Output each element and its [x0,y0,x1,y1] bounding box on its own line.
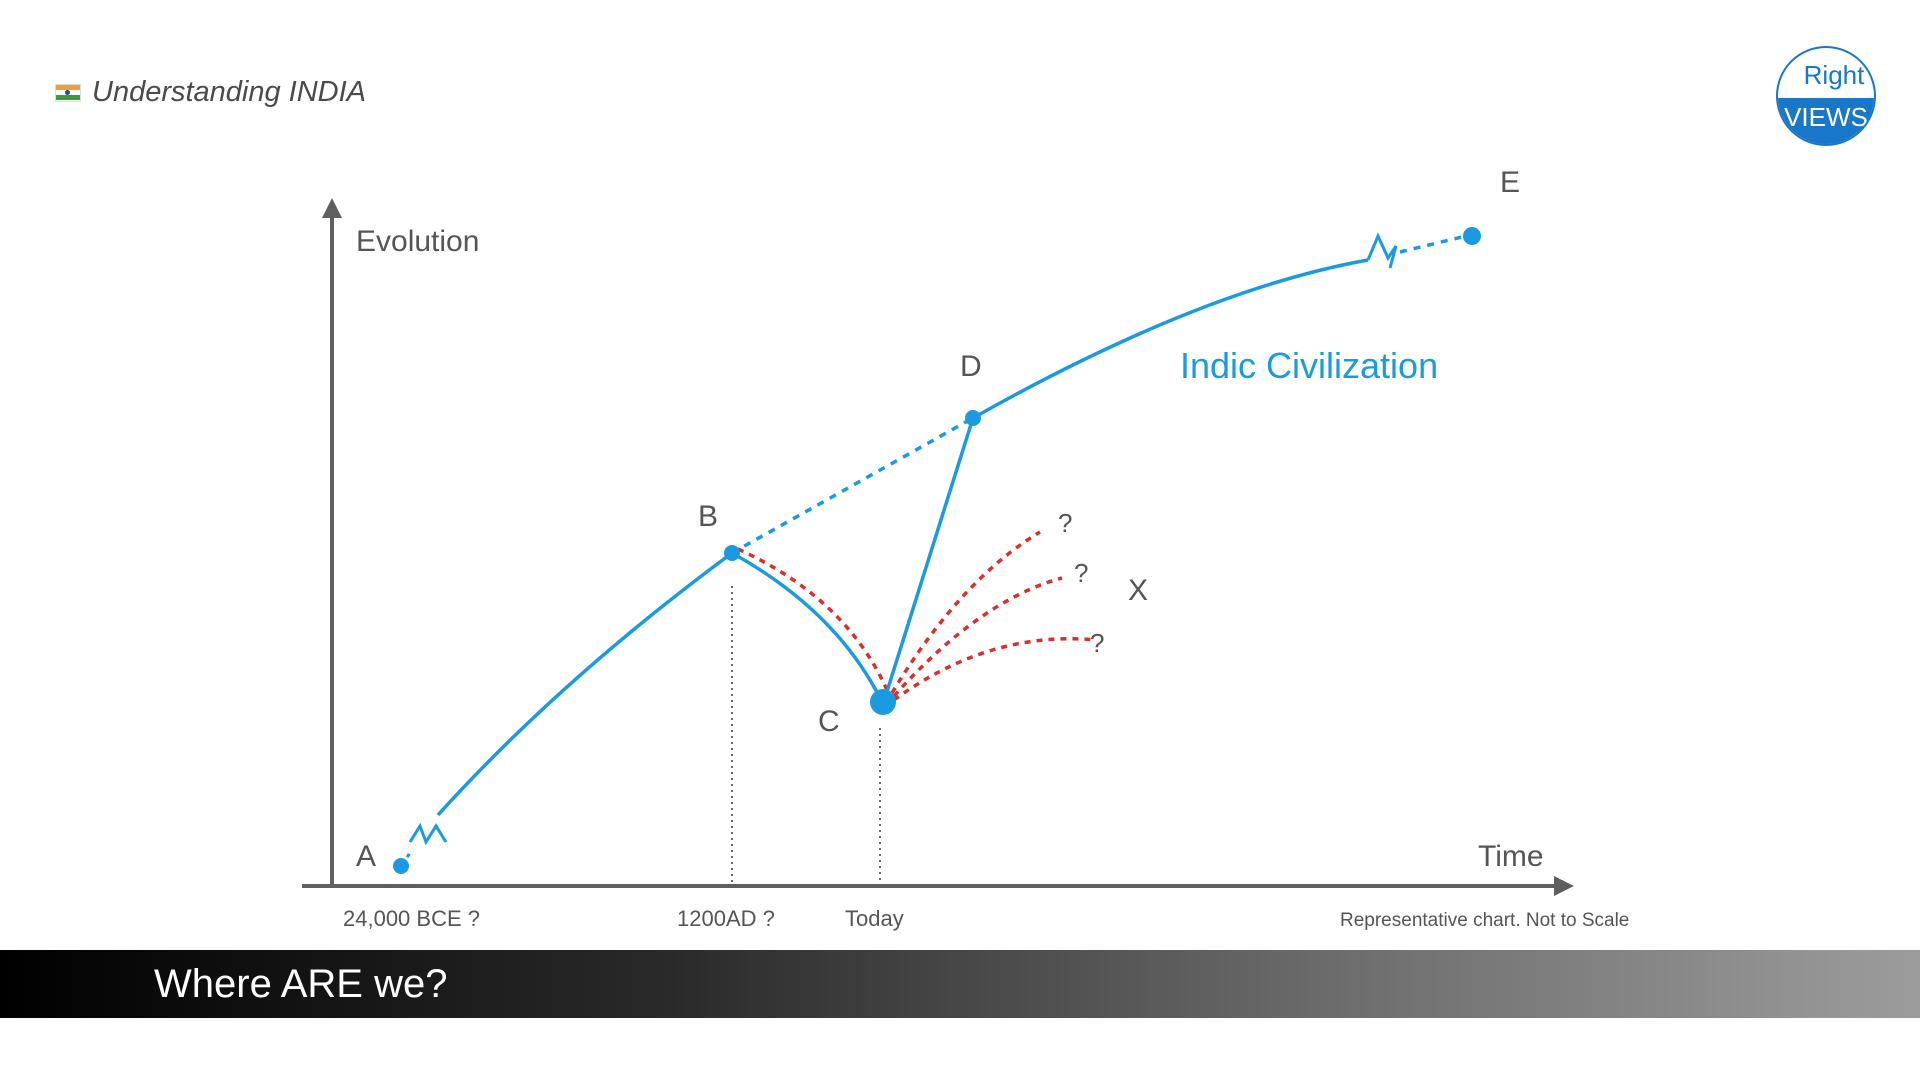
point-a [393,858,409,874]
red-path-b-to-c [737,547,892,698]
x-axis-arrow [1554,876,1574,896]
future-path-1 [890,530,1041,694]
india-flag-icon [56,84,80,101]
point-c-label: C [818,705,840,738]
point-a-label: A [356,840,376,873]
logo-line2: VIEWS [1778,98,1874,144]
line-c-to-d [882,417,975,702]
logo-line1: Right [1803,60,1865,90]
brand-header: Understanding INDIA [56,76,366,109]
tick-today: Today [845,906,904,931]
dashed-b-to-d [731,416,974,555]
break-glyph-e [1366,232,1398,269]
tick-1200ad: 1200AD ? [677,906,775,931]
future-path-2 [892,576,1063,698]
point-d [965,410,981,426]
point-e [1463,227,1481,245]
point-b-label: B [698,500,718,533]
dash-e [1399,234,1467,254]
right-views-logo: Right VIEWS [1776,46,1876,146]
footnote: Representative chart. Not to Scale [1340,910,1629,931]
question-mark-2: ? [1074,558,1088,588]
point-c [870,689,896,715]
tick-start: 24,000 BCE ? [343,906,480,931]
y-axis-arrow [322,198,342,218]
series-label: Indic Civilization [1180,345,1438,386]
curve-d-to-e [972,258,1369,420]
bottom-banner: Where ARE we? [0,950,1920,1018]
break-glyph-a [408,822,448,846]
point-e-label: E [1500,166,1520,199]
divergence-label: X [1128,574,1148,607]
banner-text: Where ARE we? [154,962,448,1006]
curve-a-to-b [436,551,734,817]
x-axis-label: Time [1478,840,1544,873]
curve-b-to-c [731,551,882,699]
question-mark-1: ? [1058,508,1072,538]
question-mark-3: ? [1090,628,1104,658]
future-path-3 [892,637,1097,702]
point-d-label: D [960,350,982,383]
y-axis-label: Evolution [356,225,479,258]
brand-text: Understanding INDIA [92,76,367,108]
point-b [724,545,740,561]
